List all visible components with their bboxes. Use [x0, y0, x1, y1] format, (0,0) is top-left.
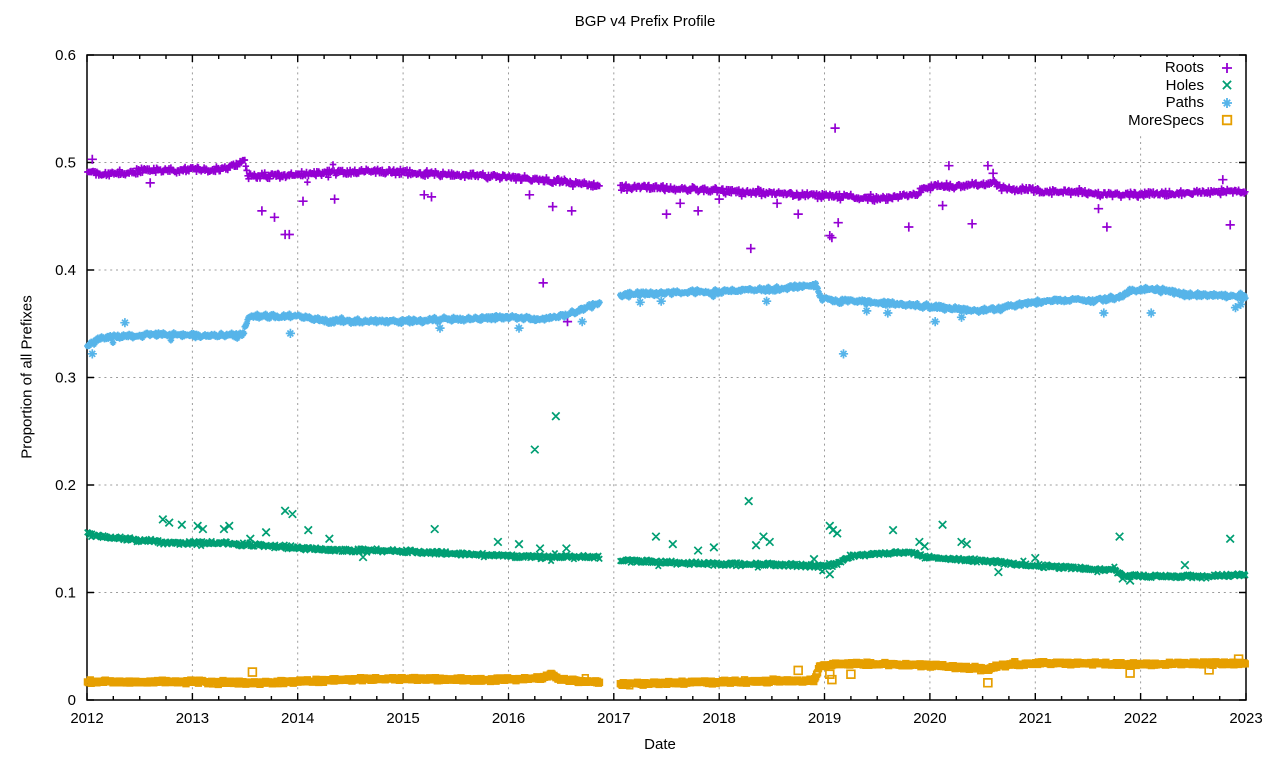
svg-text:0.3: 0.3	[55, 370, 76, 387]
svg-text:2018: 2018	[703, 710, 736, 727]
paths-marker-icon	[1222, 97, 1232, 108]
svg-text:0.6: 0.6	[55, 47, 76, 64]
svg-text:2014: 2014	[281, 710, 314, 727]
svg-text:2020: 2020	[913, 710, 946, 727]
svg-text:2022: 2022	[1124, 710, 1157, 727]
x-axis-label: Date	[644, 736, 676, 753]
svg-text:2019: 2019	[808, 710, 841, 727]
legend-label: MoreSpecs	[1128, 111, 1204, 129]
svg-text:2016: 2016	[492, 710, 525, 727]
svg-text:2013: 2013	[176, 710, 209, 727]
legend-item-holes: Holes	[1128, 77, 1238, 95]
legend-item-roots: Roots	[1128, 59, 1238, 77]
svg-text:2021: 2021	[1019, 710, 1052, 727]
svg-text:2023: 2023	[1229, 710, 1262, 727]
holes-marker-icon	[1222, 80, 1232, 90]
legend-item-morespecs: MoreSpecs	[1128, 112, 1238, 130]
svg-text:0: 0	[68, 692, 76, 709]
legend-label: Paths	[1165, 94, 1204, 112]
legend: Roots Holes Paths MoreSpecs	[1114, 57, 1244, 133]
svg-text:2017: 2017	[597, 710, 630, 727]
svg-text:0.5: 0.5	[55, 155, 76, 172]
svg-text:2012: 2012	[70, 710, 103, 727]
svg-text:2015: 2015	[386, 710, 419, 727]
svg-text:0.4: 0.4	[55, 262, 76, 279]
svg-text:0.1: 0.1	[55, 585, 76, 602]
legend-label: Roots	[1164, 59, 1204, 77]
y-axis-label: Proportion of all Prefixes	[18, 295, 36, 459]
legend-item-paths: Paths	[1128, 94, 1238, 112]
svg-text:0.2: 0.2	[55, 477, 76, 494]
roots-marker-icon	[1222, 62, 1232, 73]
morespecs-marker-icon	[1221, 115, 1233, 126]
legend-label: Holes	[1165, 76, 1204, 94]
chart-title: BGP v4 Prefix Profile	[574, 13, 716, 30]
